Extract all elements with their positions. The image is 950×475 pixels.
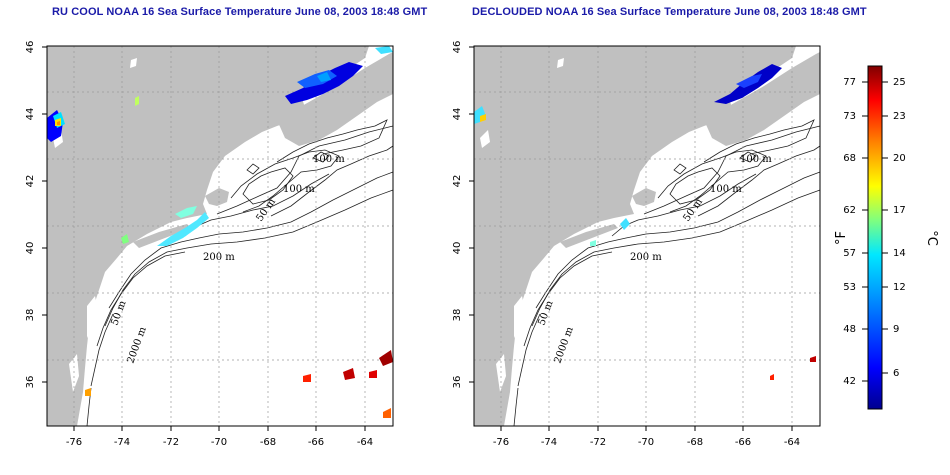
left-x-axis-labels: -76 -74 -72 -70 -68 -66 -64 [66, 437, 373, 448]
right-sst-pixels [474, 64, 816, 380]
y-tick-label: 40 [452, 242, 463, 255]
fahrenheit-unit-label: °F [834, 231, 849, 245]
right-map-frame [473, 45, 821, 427]
left-map-frame [46, 45, 394, 427]
contour-label-100m-a: 100 m [740, 154, 772, 165]
y-tick-label: 46 [25, 41, 36, 54]
y-tick-label: 44 [25, 108, 36, 121]
fahrenheit-tick: 48 [843, 324, 856, 335]
fahrenheit-tick: 57 [843, 248, 856, 259]
fahrenheit-tick: 42 [843, 376, 856, 387]
x-tick-label: -76 [66, 437, 82, 448]
x-tick-label: -74 [541, 437, 557, 448]
contour-label-100m-b: 100 m [283, 184, 315, 195]
celsius-tick: 12 [893, 282, 906, 293]
celsius-tick: 6 [893, 368, 899, 379]
fahrenheit-tick: 77 [843, 77, 856, 88]
right-map-panel: 100 m 100 m 50 m 200 m 50 m 2000 m [468, 45, 821, 432]
contour-label-100m-b: 100 m [710, 184, 742, 195]
right-y-axis-labels: 36 38 40 42 44 46 [452, 41, 463, 389]
left-sst-pixels [47, 46, 393, 418]
y-tick-label: 42 [452, 175, 463, 188]
x-tick-label: -68 [687, 437, 703, 448]
y-tick-label: 38 [452, 309, 463, 322]
celsius-tick: 20 [893, 153, 906, 164]
x-tick-label: -66 [308, 437, 324, 448]
left-y-axis-labels: 36 38 40 42 44 46 [25, 41, 36, 389]
x-tick-label: -64 [784, 437, 800, 448]
y-tick-label: 40 [25, 242, 36, 255]
fahrenheit-tick: 68 [843, 153, 856, 164]
fahrenheit-tick: 53 [843, 282, 856, 293]
x-tick-label: -70 [211, 437, 227, 448]
x-tick-label: -74 [114, 437, 130, 448]
celsius-tick: 17 [893, 205, 906, 216]
x-tick-label: -76 [493, 437, 509, 448]
x-tick-label: -64 [357, 437, 373, 448]
colorbar-gradient [867, 65, 883, 410]
x-tick-label: -72 [163, 437, 179, 448]
contour-label-200m: 200 m [203, 252, 235, 263]
x-tick-label: -68 [260, 437, 276, 448]
celsius-unit-label: °C [924, 230, 939, 246]
y-tick-label: 42 [25, 175, 36, 188]
y-tick-label: 38 [25, 309, 36, 322]
y-tick-label: 44 [452, 108, 463, 121]
temperature-colorbar: 77 73 68 62 57 53 48 42 25 23 20 17 14 1… [834, 65, 939, 410]
x-tick-label: -70 [638, 437, 654, 448]
right-x-axis-labels: -76 -74 -72 -70 -68 -66 -64 [493, 437, 800, 448]
celsius-tick: 25 [893, 77, 906, 88]
celsius-tick: 23 [893, 111, 906, 122]
left-map-panel: 100 m 100 m 50 m 200 m 50 m 2000 m [41, 45, 394, 432]
y-tick-label: 36 [452, 376, 463, 389]
y-tick-label: 46 [452, 41, 463, 54]
right-map-title: DECLOUDED NOAA 16 Sea Surface Temperatur… [472, 6, 867, 18]
left-map-title: RU COOL NOAA 16 Sea Surface Temperature … [52, 6, 428, 18]
x-tick-label: -66 [735, 437, 751, 448]
fahrenheit-tick: 73 [843, 111, 856, 122]
celsius-tick: 9 [893, 324, 899, 335]
fahrenheit-tick: 62 [843, 205, 856, 216]
celsius-tick: 14 [893, 248, 906, 259]
x-tick-label: -72 [590, 437, 606, 448]
contour-label-100m-a: 100 m [313, 154, 345, 165]
y-tick-label: 36 [25, 376, 36, 389]
contour-label-200m: 200 m [630, 252, 662, 263]
